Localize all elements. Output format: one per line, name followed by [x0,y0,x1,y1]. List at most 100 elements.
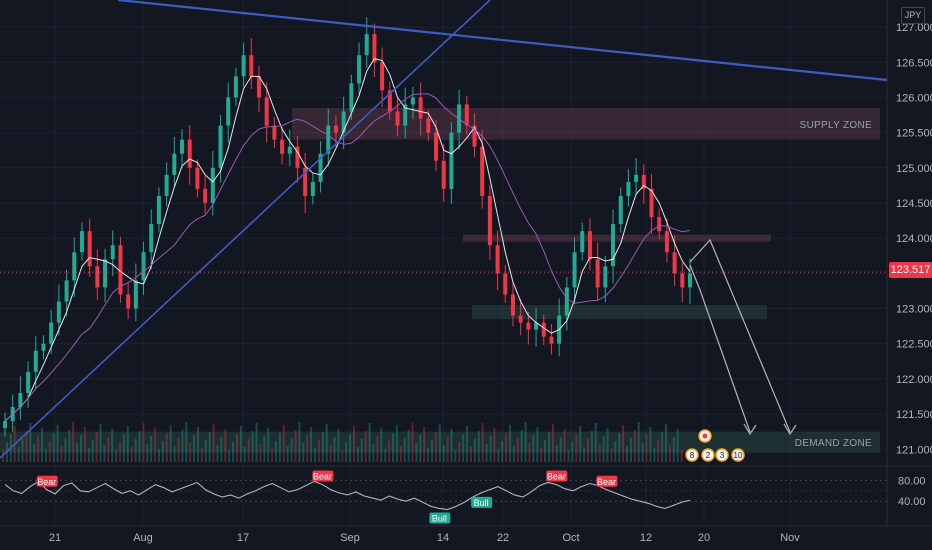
volume-bar [197,427,199,462]
volume-bar [489,436,492,462]
time-tick-label: 12 [640,532,652,544]
event-marker [701,448,715,462]
candle-body [341,111,346,133]
volume-bar [372,444,375,462]
candle-body [133,280,138,309]
volume-bar [80,435,82,462]
volume-bar [380,428,383,462]
volume-bar [216,445,219,462]
rsi-signal-badge [471,496,493,508]
zone-box [292,107,880,140]
volume-bar [232,442,235,462]
volume-bar [501,441,504,462]
volume-bar [477,431,480,462]
rsi-signal-badge [596,475,618,487]
price-tick-label: 126.500 [896,57,932,69]
volume-bar [360,439,363,462]
currency-button[interactable]: JPY [901,7,925,24]
volume-bar [493,428,496,462]
volume-bar [95,432,98,462]
time-tick-label: 21 [49,532,61,544]
volume-bar [321,432,324,462]
projection-arrow-1 [689,264,751,433]
zone-label: DEMAND ZONE [795,438,872,449]
candle-body [526,322,531,330]
volume-bar [251,431,254,462]
ma-fast-line [4,58,691,422]
volume-bar [633,430,636,462]
volume-bar [33,444,36,462]
time-tick-label: Aug [133,532,153,544]
candle-body [603,266,608,288]
volume-bar [641,443,644,462]
volume-bar [56,425,59,462]
candle-body [187,139,192,168]
volume-bar [259,444,262,462]
price-tick-label: 121.500 [896,409,932,421]
volume-bar [271,449,274,462]
volume-bar [368,423,371,462]
volume-bar [255,423,258,462]
candle-body [26,371,31,393]
volume-bar [423,427,426,462]
volume-bar [431,440,433,462]
volume-bar [497,449,500,462]
volume-bar [583,447,586,462]
projection-arrow-2 [689,238,791,433]
volume-bar [275,441,277,462]
event-count: 3 [720,451,725,460]
volume-bar [72,422,75,462]
volume-bar [384,449,387,462]
rsi-signal-label: Bull [432,513,447,523]
volume-bar [278,433,281,462]
candle-body [418,97,423,119]
price-tick-label: 127.000 [896,22,932,34]
arrow-head [743,423,757,436]
candle-body [534,322,539,330]
volume-bar [130,447,133,462]
candle-body [503,273,508,295]
candle-body [495,245,500,274]
volume-bar [602,436,605,462]
time-tick-label: 22 [497,532,509,544]
volume-bar [676,429,679,462]
volume-bar [247,439,250,462]
price-tick-label: 124.500 [896,198,932,210]
candle-body [680,273,685,288]
candle-body [464,104,469,126]
rsi-signal-label: Bear [547,472,566,482]
rsi-tick-label: 80.00 [898,475,926,487]
volume-bar [364,431,367,462]
event-marker [715,448,729,462]
candle-body [110,245,115,260]
candle-body [572,252,577,288]
candle-body [380,62,385,91]
volume-bar [555,445,558,462]
rsi-signal-label: Bear [37,477,56,487]
volume-bar [228,450,231,462]
volume-bar [606,428,609,462]
volume-bar [76,443,79,462]
candle-body [580,231,585,253]
volume-bar [524,422,527,462]
volume-bar [657,440,660,462]
candle-body [95,266,100,288]
price-tick-label: 122.500 [896,339,932,351]
volume-bar [41,428,43,462]
event-count: 2 [706,451,711,460]
volume-bar [150,436,153,462]
volume-bar [181,430,184,462]
volume-bar [540,448,543,462]
volume-bar [310,427,313,462]
candle-body [180,139,185,154]
volume-bar [146,444,149,462]
candle-body [164,174,169,196]
volume-bar [294,430,297,462]
volume-bar [87,448,90,462]
candle-body [434,132,439,161]
candle-body [56,301,61,323]
volume-bar [212,424,215,462]
event-count: 8 [690,451,695,460]
